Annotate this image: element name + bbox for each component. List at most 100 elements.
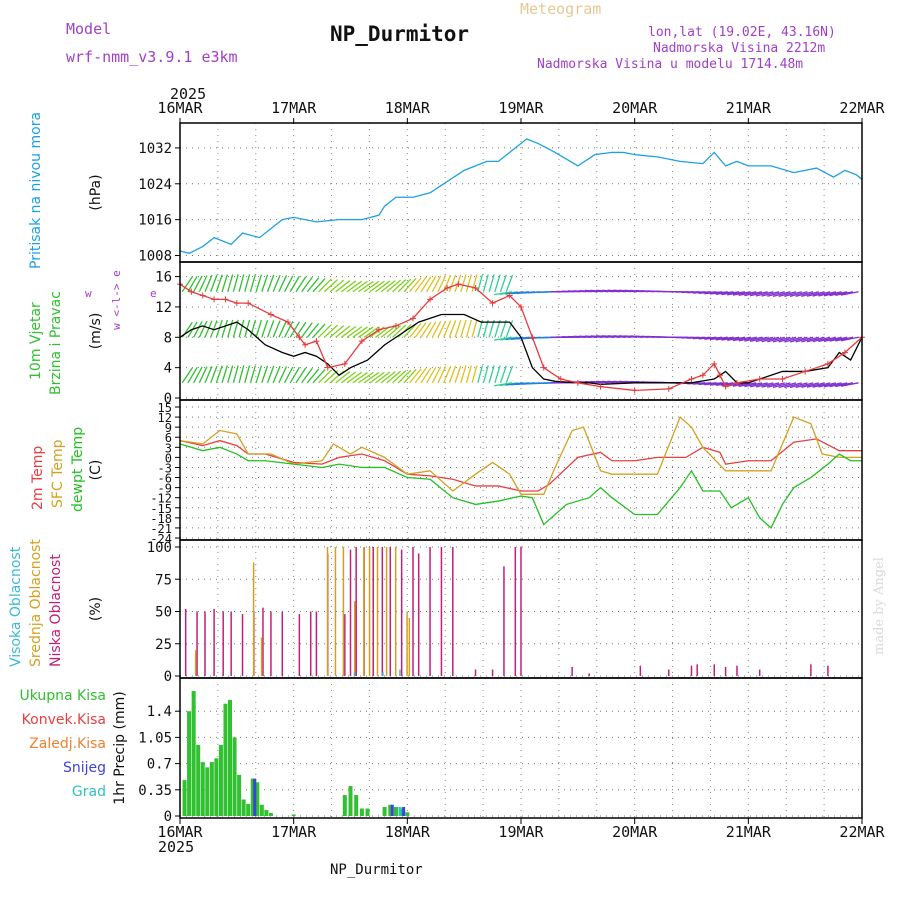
y-tick-label: 4 [164,361,172,377]
bar-precip_total [232,737,237,816]
series-line-temp_sfc [179,415,862,495]
wind-barb [460,274,467,292]
wind-barb [829,291,848,297]
wind-barb [823,336,842,342]
wind-barb [272,274,281,293]
gust-marker [597,383,604,390]
wind-barb [494,336,513,341]
gust-marker [529,334,536,341]
wind-barb [272,320,281,338]
wind-barb [375,280,391,293]
location-lonlat: lon,lat (19.02E, 43.16N) [648,25,836,40]
wind-barb [414,367,427,384]
wind-barb [352,326,368,338]
wind-barb [249,319,257,338]
wind-barb [352,371,368,384]
wind-barb [738,336,757,342]
wind-barb [806,291,825,297]
wind-barb [369,371,385,384]
bar-precip_total [241,799,246,816]
wind-barb [312,369,326,384]
y-tick-label: -18 [150,512,172,526]
wind-compass-ns: w <-l-> e [110,270,123,330]
wind-barb [494,365,501,384]
wind-barb [221,274,228,292]
y-tick-label: 25 [155,637,172,653]
wind-barb [301,322,313,338]
gust-marker [233,300,240,307]
wind-barb [335,371,351,384]
wind-barb [403,323,417,338]
wind-barb [448,320,457,338]
gust-marker [302,341,309,348]
wind-barb [755,291,774,297]
x-tick-label-top: 22MAR [839,99,885,117]
wind-barb [499,274,507,292]
y-tick-label: 1.05 [138,730,172,746]
wind-barb [755,382,774,388]
x-tick-label-bottom: 19MAR [498,823,544,841]
wind-barb [488,319,495,338]
gust-marker [188,288,195,295]
y-tick-label: 12 [155,300,172,316]
wind-barb [278,275,288,293]
wind-barb [198,320,208,338]
year-top: 2025 [170,85,207,103]
x-tick-label-bottom: 21MAR [726,823,772,841]
wind-barb [386,279,402,293]
wind-barb [204,365,213,384]
wind-barb [835,291,854,297]
wind-barb [210,365,218,384]
wind-barb [238,274,245,292]
wind-barb [721,291,740,296]
wind-barb [255,319,263,338]
wind-barb [255,274,263,292]
gust-marker [199,292,206,299]
wind-barb [363,280,380,293]
wind-barb [772,382,791,389]
bar-precip_total [191,690,196,816]
y-tick-label: -12 [150,492,172,506]
bar-precip_total [182,780,187,816]
wind-barb [306,322,320,338]
bar-precip_total [223,703,228,816]
wind-barb [818,382,837,388]
bar-precip_total [237,774,242,816]
x-tick-label-bottom: 22MAR [839,823,885,841]
wind-barb [709,291,728,295]
wind-barb [278,366,288,384]
wind-barb [295,367,307,384]
wind-barb [761,382,780,388]
wind-barb [255,365,263,384]
wind-barb [187,367,198,384]
wind-barb [505,365,514,384]
wind-barb [812,382,831,388]
wind-barb [761,291,780,297]
legend-precip_frozen: Zaledj.Kisa [29,736,106,752]
wind-barb [409,368,422,384]
footer-station: NP_Durmitor [330,862,423,878]
wind-barb [283,275,294,293]
wind-barb [227,319,234,338]
wind-barb [420,276,432,293]
wind-barb [306,368,320,384]
gust-marker [518,303,524,310]
x-tick-label-top: 17MAR [271,99,317,117]
wind-barb [454,365,462,384]
y-tick-label: 8 [164,330,172,346]
bar-precip_total [382,807,387,816]
wind-barb [312,323,326,338]
wind-compass-e: e [150,287,157,300]
wind-barb [784,291,802,298]
wind-barb [431,366,442,384]
wind-barb [244,365,251,383]
wind-barb [448,365,457,384]
bar-precip_total [348,786,353,816]
y-tick-label: 75 [155,572,172,588]
wind-barb [823,291,842,297]
wind-barb [698,291,717,295]
wind-barb [505,274,514,292]
wind-barb [818,336,837,343]
gust-marker [222,296,229,303]
wind-barb [806,336,825,343]
